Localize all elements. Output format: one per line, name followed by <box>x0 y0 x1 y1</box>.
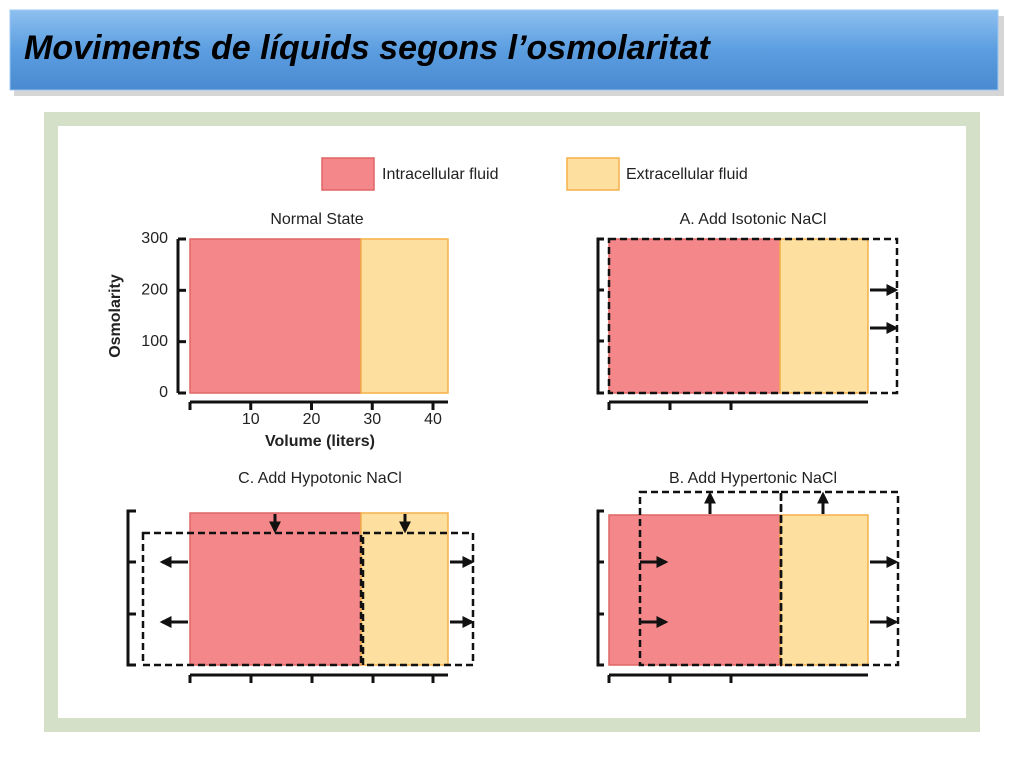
dashed-volume <box>607 237 899 395</box>
y-tick-label: 100 <box>141 333 168 350</box>
y-axis-label: Osmolarity <box>107 274 124 358</box>
legend-label: Extracellular fluid <box>626 166 748 183</box>
panel-title: C. Add Hypotonic NaCl <box>238 470 402 487</box>
x-tick-label: 20 <box>303 411 321 428</box>
panel-title: Normal State <box>270 211 363 228</box>
ecf-box <box>779 238 869 394</box>
y-tick-label: 0 <box>159 384 168 401</box>
axes <box>596 509 868 683</box>
slide-title: Moviments de líquids segons l’osmolarita… <box>24 29 711 67</box>
icf-box <box>189 512 362 666</box>
x-tick-label: 40 <box>424 411 442 428</box>
x-tick-label: 10 <box>242 411 260 428</box>
legend-swatch <box>566 157 620 191</box>
axes <box>596 237 868 410</box>
ecf-box <box>360 512 449 666</box>
icf-box <box>608 238 781 394</box>
panel-title: A. Add Isotonic NaCl <box>680 211 827 228</box>
x-tick-label: 30 <box>363 411 381 428</box>
axes <box>126 509 448 683</box>
dashed-volume <box>361 531 475 667</box>
icf-box <box>608 514 781 666</box>
dashed-volume <box>779 490 900 667</box>
dashed-volume <box>141 531 363 667</box>
y-tick-label: 300 <box>141 230 168 247</box>
axes: 0 100 200 300 10 20 30 40 <box>141 230 448 428</box>
icf-box <box>189 238 362 394</box>
legend-swatch <box>321 157 375 191</box>
y-tick-label: 200 <box>141 282 168 299</box>
panel-title: B. Add Hypertonic NaCl <box>669 470 837 487</box>
ecf-box <box>779 514 869 666</box>
ecf-box <box>360 238 449 394</box>
legend-label: Intracellular fluid <box>382 166 499 183</box>
x-axis-label: Volume (liters) <box>265 433 375 450</box>
header <box>9 9 999 91</box>
